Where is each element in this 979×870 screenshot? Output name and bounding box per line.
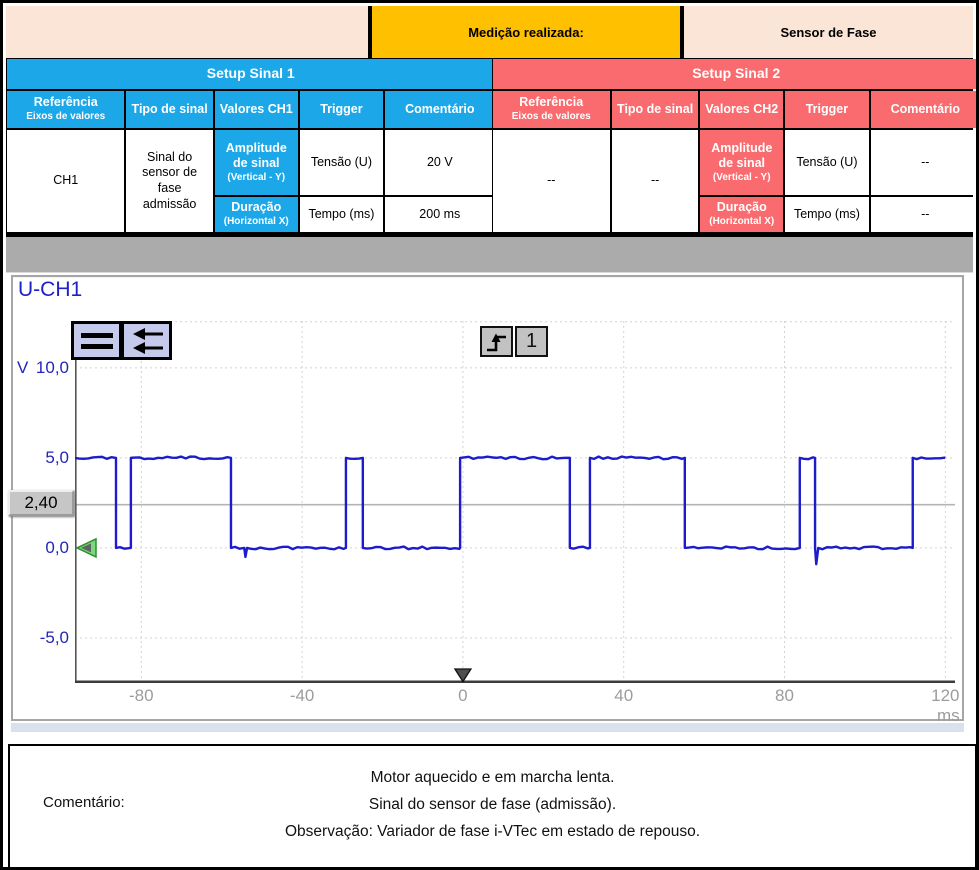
- setup2-comment-value: --: [611, 130, 699, 232]
- setup1-comment-value: Sinal do sensor de fase admissão: [126, 130, 213, 232]
- x-axis-unit: ms: [936, 706, 960, 725]
- setup2-row-duration-sub: (Horizontal X): [709, 216, 775, 228]
- setup1-amplitude-value: 20 V: [385, 130, 495, 195]
- setup1-trigger-value: CH1: [7, 130, 125, 232]
- measurement-value-cell: Sensor de Fase: [684, 6, 973, 58]
- x-tick-label: 80: [775, 686, 794, 705]
- setup1-col-reference-sub: Eixos de valores: [26, 111, 106, 123]
- setup1-col-comment: Comentário: [385, 91, 495, 128]
- signal-coupling-button[interactable]: [71, 321, 122, 360]
- horizontal-bars-icon: [80, 332, 113, 349]
- report-header-row: Medição realizada: Sensor de Fase: [6, 6, 973, 58]
- comment-line-2: Sinal do sensor de fase (admissão).: [368, 796, 617, 813]
- setup1-row-amplitude-label: Amplitude de sinal: [225, 140, 287, 171]
- x-tick-label: -80: [129, 686, 154, 705]
- y-tick-label: 0,0: [45, 537, 69, 557]
- setup1-row-amplitude: Amplitude de sinal (Vertical - Y): [214, 130, 298, 195]
- header-blank-cell: [6, 6, 368, 58]
- setup2-row-amplitude: Amplitude de sinal (Vertical - Y): [700, 130, 784, 195]
- setup2-col-reference-label: Referência: [519, 95, 584, 110]
- comment-text: Motor aquecido e em marcha lenta. Sinal …: [130, 764, 855, 845]
- setup2-row-duration-label: Duração: [716, 200, 767, 215]
- setup2-col-reference: Referência Eixos de valores: [492, 91, 610, 128]
- setup1-col-reference-label: Referência: [33, 95, 98, 110]
- setup2-duration-value: --: [870, 197, 976, 232]
- y-tick-label: 10,0: [35, 357, 69, 377]
- scroll-left-button[interactable]: [121, 321, 172, 360]
- setup2-amplitude-value: --: [870, 130, 976, 195]
- oscilloscope-panel: U-CH1 V 10,0 5,0 0,0 -5,0 -80 -40 0 40 80 120 ms…: [8, 275, 964, 725]
- setup1-col-trigger: Trigger: [299, 91, 384, 128]
- setup1-col-values: Valores CH1: [214, 91, 298, 128]
- setup1-title: Setup Sinal 1: [7, 59, 495, 89]
- x-tick-label: 0: [458, 686, 468, 705]
- setup2-col-trigger: Trigger: [785, 91, 869, 128]
- double-left-arrow-icon: [132, 327, 163, 354]
- channel-title: U-CH1: [18, 278, 83, 301]
- rising-edge-trigger-icon: [486, 333, 506, 351]
- setup2-row-amplitude-label: Amplitude de sinal: [711, 140, 773, 171]
- setup1-duration-type: Tempo (ms): [299, 197, 384, 232]
- setup2-col-values: Valores CH2: [700, 91, 784, 128]
- x-tick-label: 40: [614, 686, 634, 705]
- setup1-row-amplitude-sub: (Vertical - Y): [227, 171, 286, 183]
- setup-signal-1-table: Setup Sinal 1 Referência Eixos de valore…: [6, 58, 495, 237]
- x-tick-label: -40: [289, 686, 315, 705]
- trigger-channel-button[interactable]: 1: [515, 326, 548, 357]
- setup1-duration-value: 200 ms: [385, 197, 495, 232]
- setup2-col-reference-sub: Eixos de valores: [511, 111, 591, 123]
- y-tick-label: 5,0: [45, 447, 69, 467]
- setup2-col-signal-type: Tipo de sinal: [611, 91, 699, 128]
- y-axis-unit: V: [17, 357, 29, 377]
- trigger-toolbar: 1: [480, 326, 548, 357]
- setup2-row-amplitude-sub: (Vertical - Y): [712, 171, 771, 183]
- scope-bottom-strip: [11, 723, 964, 732]
- gray-divider-bar: [6, 237, 973, 273]
- setup1-row-duration-label: Duração: [231, 200, 282, 215]
- comment-line-1: Motor aquecido e em marcha lenta.: [370, 769, 615, 786]
- setup2-trigger-value: --: [492, 130, 610, 232]
- setup2-amplitude-type: Tensão (U): [785, 130, 869, 195]
- setup2-title: Setup Sinal 2: [492, 59, 976, 89]
- trigger-edge-button[interactable]: [480, 326, 513, 357]
- setup2-col-comment: Comentário: [870, 91, 976, 128]
- oscilloscope-plot: [75, 321, 955, 683]
- setup1-col-signal-type: Tipo de sinal: [126, 91, 213, 128]
- x-tick-label: 120: [931, 686, 960, 705]
- setup2-duration-type: Tempo (ms): [785, 197, 869, 232]
- comment-section: Comentário: Motor aquecido e em marcha l…: [8, 744, 976, 867]
- trigger-level-readout[interactable]: 2,40: [8, 490, 74, 516]
- setup1-row-duration: Duração (Horizontal X): [214, 197, 298, 232]
- y-tick-label: -5,0: [39, 627, 69, 647]
- setup1-col-reference: Referência Eixos de valores: [7, 91, 125, 128]
- comment-line-3: Observação: Variador de fase i-VTec em e…: [285, 823, 700, 840]
- measurement-label-cell: Medição realizada:: [372, 6, 680, 58]
- waveform-toolbar: [71, 321, 172, 360]
- setup-signal-2-table: Setup Sinal 2 Referência Eixos de valore…: [491, 58, 976, 237]
- comment-label: Comentário:: [43, 794, 125, 811]
- setup-tables: Setup Sinal 1 Referência Eixos de valore…: [6, 58, 976, 237]
- setup2-row-duration: Duração (Horizontal X): [700, 197, 784, 232]
- setup1-row-duration-sub: (Horizontal X): [223, 216, 289, 228]
- setup1-amplitude-type: Tensão (U): [299, 130, 384, 195]
